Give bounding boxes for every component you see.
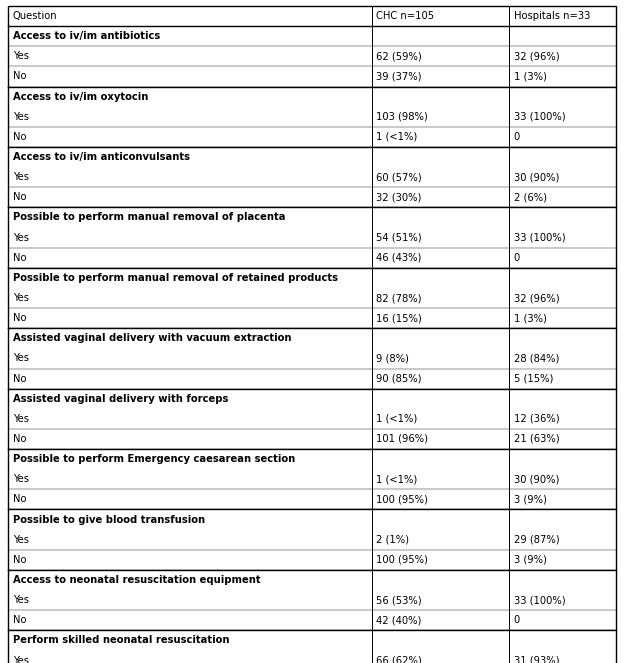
Text: 39 (37%): 39 (37%) [376,72,422,82]
Text: Yes: Yes [13,474,29,484]
Text: 66 (62%): 66 (62%) [376,656,422,663]
Text: 21 (63%): 21 (63%) [514,434,560,444]
Text: 60 (57%): 60 (57%) [376,172,422,182]
Text: 101 (96%): 101 (96%) [376,434,429,444]
Text: 54 (51%): 54 (51%) [376,233,422,243]
Text: No: No [13,615,26,625]
Text: 2 (1%): 2 (1%) [376,534,409,545]
Text: 28 (84%): 28 (84%) [514,353,559,363]
Text: No: No [13,192,26,202]
Text: Yes: Yes [13,112,29,122]
Text: Hospitals n=33: Hospitals n=33 [514,11,590,21]
Text: Yes: Yes [13,51,29,62]
Text: 3 (9%): 3 (9%) [514,495,547,505]
Text: 33 (100%): 33 (100%) [514,233,565,243]
Text: Access to neonatal resuscitation equipment: Access to neonatal resuscitation equipme… [13,575,260,585]
Text: 32 (30%): 32 (30%) [376,192,422,202]
Text: Access to iv/im antibiotics: Access to iv/im antibiotics [13,31,160,41]
Text: Possible to perform manual removal of retained products: Possible to perform manual removal of re… [13,273,338,283]
Text: 33 (100%): 33 (100%) [514,112,565,122]
Text: 30 (90%): 30 (90%) [514,172,559,182]
Text: No: No [13,373,26,384]
Text: 56 (53%): 56 (53%) [376,595,422,605]
Text: 42 (40%): 42 (40%) [376,615,422,625]
Text: 29 (87%): 29 (87%) [514,534,560,545]
Text: 1 (<1%): 1 (<1%) [376,132,417,142]
Text: 1 (<1%): 1 (<1%) [376,474,417,484]
Text: 82 (78%): 82 (78%) [376,293,422,303]
Text: Yes: Yes [13,414,29,424]
Text: Perform skilled neonatal resuscitation: Perform skilled neonatal resuscitation [13,635,230,645]
Text: 32 (96%): 32 (96%) [514,51,560,62]
Text: 90 (85%): 90 (85%) [376,373,422,384]
Text: CHC n=105: CHC n=105 [376,11,434,21]
Text: No: No [13,495,26,505]
Text: 0: 0 [514,253,520,263]
Text: 100 (95%): 100 (95%) [376,495,428,505]
Text: 1 (3%): 1 (3%) [514,72,547,82]
Text: 33 (100%): 33 (100%) [514,595,565,605]
Text: No: No [13,253,26,263]
Text: 46 (43%): 46 (43%) [376,253,422,263]
Text: Yes: Yes [13,656,29,663]
Text: Assisted vaginal delivery with vacuum extraction: Assisted vaginal delivery with vacuum ex… [13,333,291,343]
Text: 32 (96%): 32 (96%) [514,293,560,303]
Text: 12 (36%): 12 (36%) [514,414,560,424]
Text: Access to iv/im oxytocin: Access to iv/im oxytocin [13,91,149,101]
Text: 100 (95%): 100 (95%) [376,555,428,565]
Text: Yes: Yes [13,534,29,545]
Text: Yes: Yes [13,172,29,182]
Text: Yes: Yes [13,595,29,605]
Text: No: No [13,555,26,565]
Text: Possible to perform Emergency caesarean section: Possible to perform Emergency caesarean … [13,454,295,464]
Text: No: No [13,313,26,323]
Text: Assisted vaginal delivery with forceps: Assisted vaginal delivery with forceps [13,394,228,404]
Text: Access to iv/im anticonvulsants: Access to iv/im anticonvulsants [13,152,190,162]
Text: Question: Question [13,11,57,21]
Text: 2 (6%): 2 (6%) [514,192,547,202]
Text: No: No [13,434,26,444]
Text: No: No [13,132,26,142]
Text: 31 (93%): 31 (93%) [514,656,559,663]
Text: Yes: Yes [13,293,29,303]
Text: 30 (90%): 30 (90%) [514,474,559,484]
Text: 1 (3%): 1 (3%) [514,313,547,323]
Text: No: No [13,72,26,82]
Text: Possible to give blood transfusion: Possible to give blood transfusion [13,514,205,524]
Text: 0: 0 [514,615,520,625]
Text: 3 (9%): 3 (9%) [514,555,547,565]
Text: 103 (98%): 103 (98%) [376,112,428,122]
Text: 9 (8%): 9 (8%) [376,353,409,363]
Text: 5 (15%): 5 (15%) [514,373,553,384]
Text: 1 (<1%): 1 (<1%) [376,414,417,424]
Text: 16 (15%): 16 (15%) [376,313,422,323]
Text: Yes: Yes [13,353,29,363]
Text: 62 (59%): 62 (59%) [376,51,422,62]
Text: Possible to perform manual removal of placenta: Possible to perform manual removal of pl… [13,212,285,223]
Text: Yes: Yes [13,233,29,243]
Text: 0: 0 [514,132,520,142]
